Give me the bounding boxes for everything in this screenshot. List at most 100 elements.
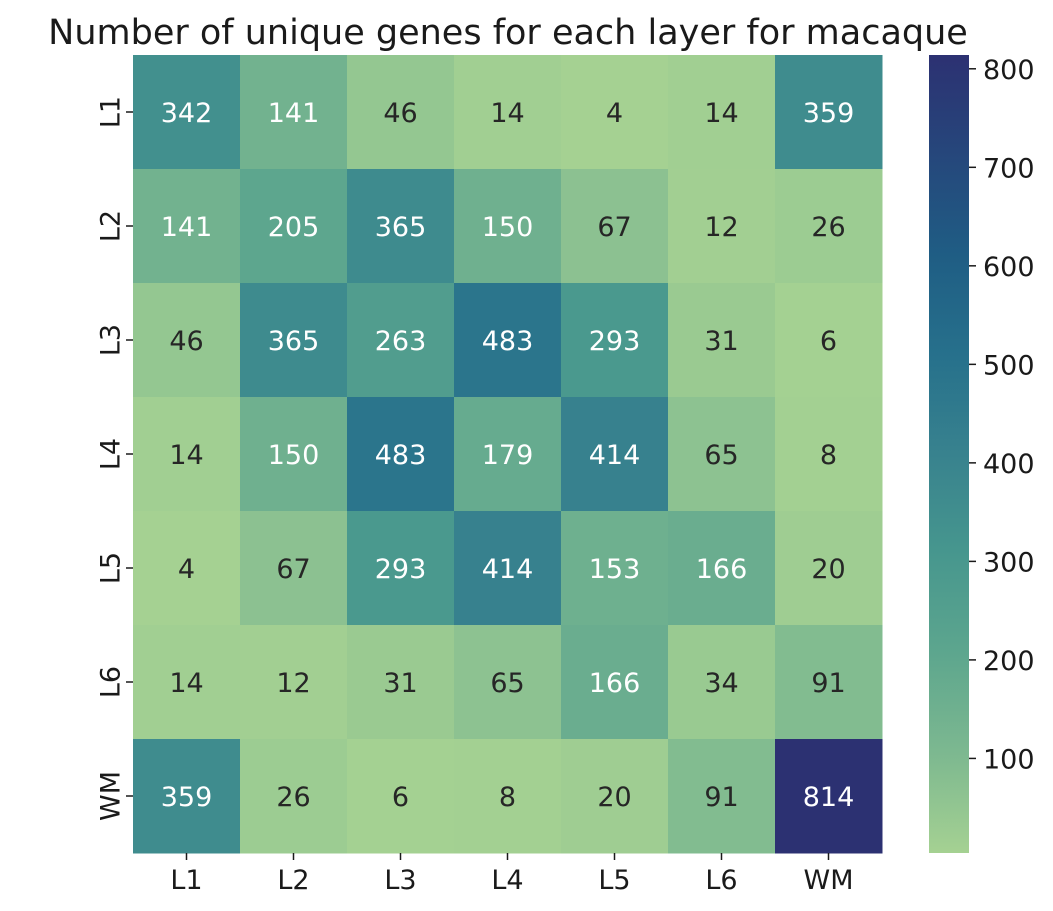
heatmap-cell-L1-L3 (347, 55, 455, 170)
heatmap-cell-L5-WM (775, 511, 883, 626)
heatmap-cell-value-WM-L4: 8 (499, 782, 516, 813)
heatmap-cell-value-WM-L6: 91 (704, 782, 738, 813)
heatmap-cell-value-L4-WM: 8 (820, 440, 837, 471)
colorbar-tick-label-300: 300 (983, 547, 1035, 578)
x-tick-label-L1: L1 (170, 865, 202, 896)
heatmap-cell-L2-L5 (561, 169, 669, 284)
heatmap-cell-L5-L6 (668, 511, 776, 626)
heatmap-cell-L6-L2 (240, 625, 348, 740)
heatmap-cell-WM-L3 (347, 739, 455, 854)
heatmap-cell-value-L5-L4: 414 (482, 554, 534, 585)
heatmap-cell-L4-WM (775, 397, 883, 512)
heatmap-cell-L6-L4 (454, 625, 562, 740)
heatmap-cell-L3-L6 (668, 283, 776, 398)
heatmap-cell-L2-L6 (668, 169, 776, 284)
heatmap-cell-L2-L1 (133, 169, 241, 284)
heatmap-cell-value-L3-L4: 483 (482, 326, 534, 357)
heatmap-cell-value-L5-L1: 4 (178, 554, 195, 585)
heatmap-cell-L6-L6 (668, 625, 776, 740)
x-tick-label-L4: L4 (491, 865, 523, 896)
y-axis-ticks: L1 L2 L3 L4 L5 L6 WM (96, 96, 133, 821)
x-axis-ticks: L1 L2 L3 L4 L5 L6 WM (170, 853, 854, 896)
heatmap-cell-L5-L1 (133, 511, 241, 626)
heatmap-cell-L3-L3 (347, 283, 455, 398)
heatmap-cell-L4-L2 (240, 397, 348, 512)
heatmap-cell-value-L6-L3: 31 (383, 668, 417, 699)
heatmap-cell-L5-L5 (561, 511, 669, 626)
heatmap-cell-value-L1-L5: 4 (606, 98, 623, 129)
heatmap-cell-value-L6-L6: 34 (704, 668, 738, 699)
heatmap-cell-WM-L4 (454, 739, 562, 854)
heatmap-cell-L1-L1 (133, 55, 241, 170)
heatmap-cell-value-L4-L1: 14 (169, 440, 203, 471)
heatmap-cell-value-L3-L5: 293 (589, 326, 641, 357)
heatmap-cell-value-L5-WM: 20 (811, 554, 845, 585)
heatmap-cell-value-WM-L3: 6 (392, 782, 409, 813)
chart-title: Number of unique genes for each layer fo… (48, 13, 968, 53)
heatmap-cell-value-L3-L3: 263 (375, 326, 427, 357)
heatmap-cell-value-L1-WM: 359 (803, 98, 855, 129)
heatmap-cell-value-L1-L1: 342 (161, 98, 213, 129)
colorbar-tick-label-200: 200 (983, 646, 1035, 677)
heatmap-cell-L5-L2 (240, 511, 348, 626)
heatmap-cell-L4-L6 (668, 397, 776, 512)
y-tick-label-L1: L1 (96, 96, 127, 128)
heatmap-cell-value-L6-L5: 166 (589, 668, 641, 699)
heatmap-cell-value-L5-L3: 293 (375, 554, 427, 585)
colorbar-tick-label-500: 500 (983, 350, 1035, 381)
heatmap-cell-value-WM-L2: 26 (276, 782, 310, 813)
heatmap-cell-L5-L4 (454, 511, 562, 626)
heatmap-cell-value-L5-L5: 153 (589, 554, 641, 585)
y-tick-label-WM: WM (96, 771, 127, 821)
heatmap-cell-value-L3-L2: 365 (268, 326, 320, 357)
heatmap-cell-value-WM-L1: 359 (161, 782, 213, 813)
heatmap-cell-value-L2-L5: 67 (597, 212, 631, 243)
colorbar-tick-label-100: 100 (983, 744, 1035, 775)
heatmap-cell-L1-L2 (240, 55, 348, 170)
colorbar-tick-label-800: 800 (983, 55, 1035, 86)
x-tick-label-WM: WM (804, 865, 854, 896)
heatmap-cell-L1-WM (775, 55, 883, 170)
colorbar: 100 200 300 400 500 600 700 800 (929, 55, 1035, 853)
heatmap-cell-WM-L6 (668, 739, 776, 854)
heatmap-cell-WM-L2 (240, 739, 348, 854)
heatmap-cell-value-L1-L6: 14 (704, 98, 738, 129)
y-tick-label-L3: L3 (96, 324, 127, 356)
heatmap-cell-L3-L4 (454, 283, 562, 398)
heatmap-cell-L3-WM (775, 283, 883, 398)
heatmap-cell-value-WM-WM: 814 (803, 782, 855, 813)
heatmap-cell-L4-L4 (454, 397, 562, 512)
heatmap-cell-value-L4-L2: 150 (268, 440, 320, 471)
heatmap-cell-L6-L5 (561, 625, 669, 740)
colorbar-gradient (929, 55, 969, 853)
heatmap-cell-L4-L5 (561, 397, 669, 512)
y-tick-label-L5: L5 (96, 552, 127, 584)
x-tick-label-L5: L5 (598, 865, 630, 896)
heatmap-cell-value-L6-WM: 91 (811, 668, 845, 699)
heatmap-cell-value-L3-L6: 31 (704, 326, 738, 357)
heatmap-cell-value-L2-L3: 365 (375, 212, 427, 243)
heatmap-cell-value-L3-WM: 6 (820, 326, 837, 357)
x-tick-label-L6: L6 (705, 865, 737, 896)
heatmap-cell-L1-L5 (561, 55, 669, 170)
heatmap-cell-L3-L1 (133, 283, 241, 398)
heatmap-cell-value-L5-L2: 67 (276, 554, 310, 585)
heatmap-cell-value-WM-L5: 20 (597, 782, 631, 813)
heatmap-cell-L6-WM (775, 625, 883, 740)
y-tick-label-L4: L4 (96, 438, 127, 470)
heatmap-cell-L3-L2 (240, 283, 348, 398)
heatmap-cell-L2-L2 (240, 169, 348, 284)
heatmap-cell-value-L3-L1: 46 (169, 326, 203, 357)
heatmap-cell-value-L2-L6: 12 (704, 212, 738, 243)
heatmap-cell-value-L2-L4: 150 (482, 212, 534, 243)
colorbar-tick-label-400: 400 (983, 449, 1035, 480)
y-tick-label-L2: L2 (96, 210, 127, 242)
x-tick-label-L2: L2 (277, 865, 309, 896)
heatmap-cell-value-L1-L4: 14 (490, 98, 524, 129)
heatmap-cell-L6-L1 (133, 625, 241, 740)
heatmap-cell-WM-L1 (133, 739, 241, 854)
heatmap-cell-WM-WM (775, 739, 883, 854)
heatmap-cell-value-L2-L2: 205 (268, 212, 320, 243)
